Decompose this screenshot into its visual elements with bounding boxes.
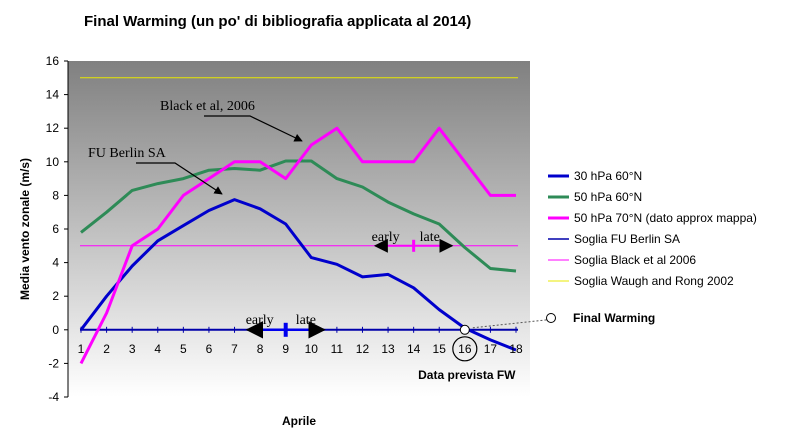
legend-label-1: 50 hPa 60°N: [574, 190, 642, 204]
legend-label-3: Soglia FU Berlin SA: [574, 232, 680, 246]
y-tick-label: 4: [52, 256, 59, 270]
x-tick-label: 16: [458, 342, 472, 356]
x-tick-label: 11: [331, 342, 344, 356]
fw-day-circle: [452, 336, 478, 362]
y-tick-label: 6: [52, 222, 59, 236]
annotation-berlin-arrow: [136, 162, 223, 195]
series-lines: [79, 126, 517, 365]
late-label-berlin: late: [296, 313, 316, 328]
x-tick-label: 10: [305, 342, 319, 356]
series-line-2: [79, 126, 516, 365]
y-tick-label: 14: [46, 88, 60, 102]
late-label-black: late: [420, 230, 440, 245]
legend-label-5: Soglia Waugh and Rong 2002: [574, 274, 734, 288]
y-axis-label: Media vento zonale (m/s): [18, 158, 32, 300]
early-label-black: early: [372, 230, 400, 245]
x-tick-label: 2: [103, 342, 110, 356]
x-tick-label: 14: [407, 342, 421, 356]
window-marker-berlin: [283, 322, 288, 337]
x-tick-label: 13: [381, 342, 395, 356]
plot-area: [68, 61, 530, 397]
y-tick-label: 2: [52, 289, 59, 303]
x-tick-label: 1: [78, 342, 85, 356]
fw-leader-line: [472, 319, 549, 329]
legend-label-2: 50 hPa 70°N (dato approx mappa): [574, 211, 757, 225]
axes: [64, 60, 517, 398]
legend-label-0: 30 hPa 60°N: [574, 169, 642, 183]
x-tick-label: 6: [206, 342, 213, 356]
x-axis-label: Aprile: [282, 414, 316, 428]
x-tick-label: 4: [154, 342, 161, 356]
y-tick-label: -4: [48, 390, 59, 404]
x-tick-label: 18: [509, 342, 523, 356]
y-tick-label: 16: [46, 54, 60, 68]
early-label-berlin: early: [246, 313, 274, 328]
y-tick-label: 10: [46, 155, 60, 169]
legend-label-4: Soglia Black et al 2006: [574, 253, 696, 267]
x-tick-label: 12: [356, 342, 370, 356]
x-tick-label: 7: [231, 342, 238, 356]
x-tick-label: 8: [257, 342, 264, 356]
y-tick-label: 8: [52, 188, 59, 202]
annotation-black: Black et al, 2006: [160, 99, 255, 114]
y-tick-label: 0: [52, 323, 59, 337]
annotation-berlin: FU Berlin SA: [88, 146, 167, 161]
legend-fw-marker: [546, 313, 556, 323]
x-tick-label: 3: [129, 342, 136, 356]
x-tick-label: 9: [282, 342, 289, 356]
fw-point: [459, 324, 470, 335]
data-prevista-label: Data prevista FW: [418, 368, 516, 382]
chart-title: Final Warming (un po' di bibliografia ap…: [84, 13, 471, 30]
legend: 30 hPa 60°N 50 hPa 60°N 50 hPa 70°N (dato …: [546, 169, 757, 325]
window-marker-black: [412, 239, 416, 252]
annotation-black-arrow: [204, 115, 303, 142]
y-tick-label: -2: [48, 356, 59, 370]
legend-fw-label: Final Warming: [573, 311, 655, 325]
x-tick-label: 15: [433, 342, 447, 356]
x-tick-label: 17: [484, 342, 498, 356]
x-tick-label: 5: [180, 342, 187, 356]
y-tick-label: 12: [46, 121, 60, 135]
annotations: Black et al, 2006 FU Berlin SA early late ea…: [88, 99, 549, 382]
series-line-0: [79, 198, 517, 352]
